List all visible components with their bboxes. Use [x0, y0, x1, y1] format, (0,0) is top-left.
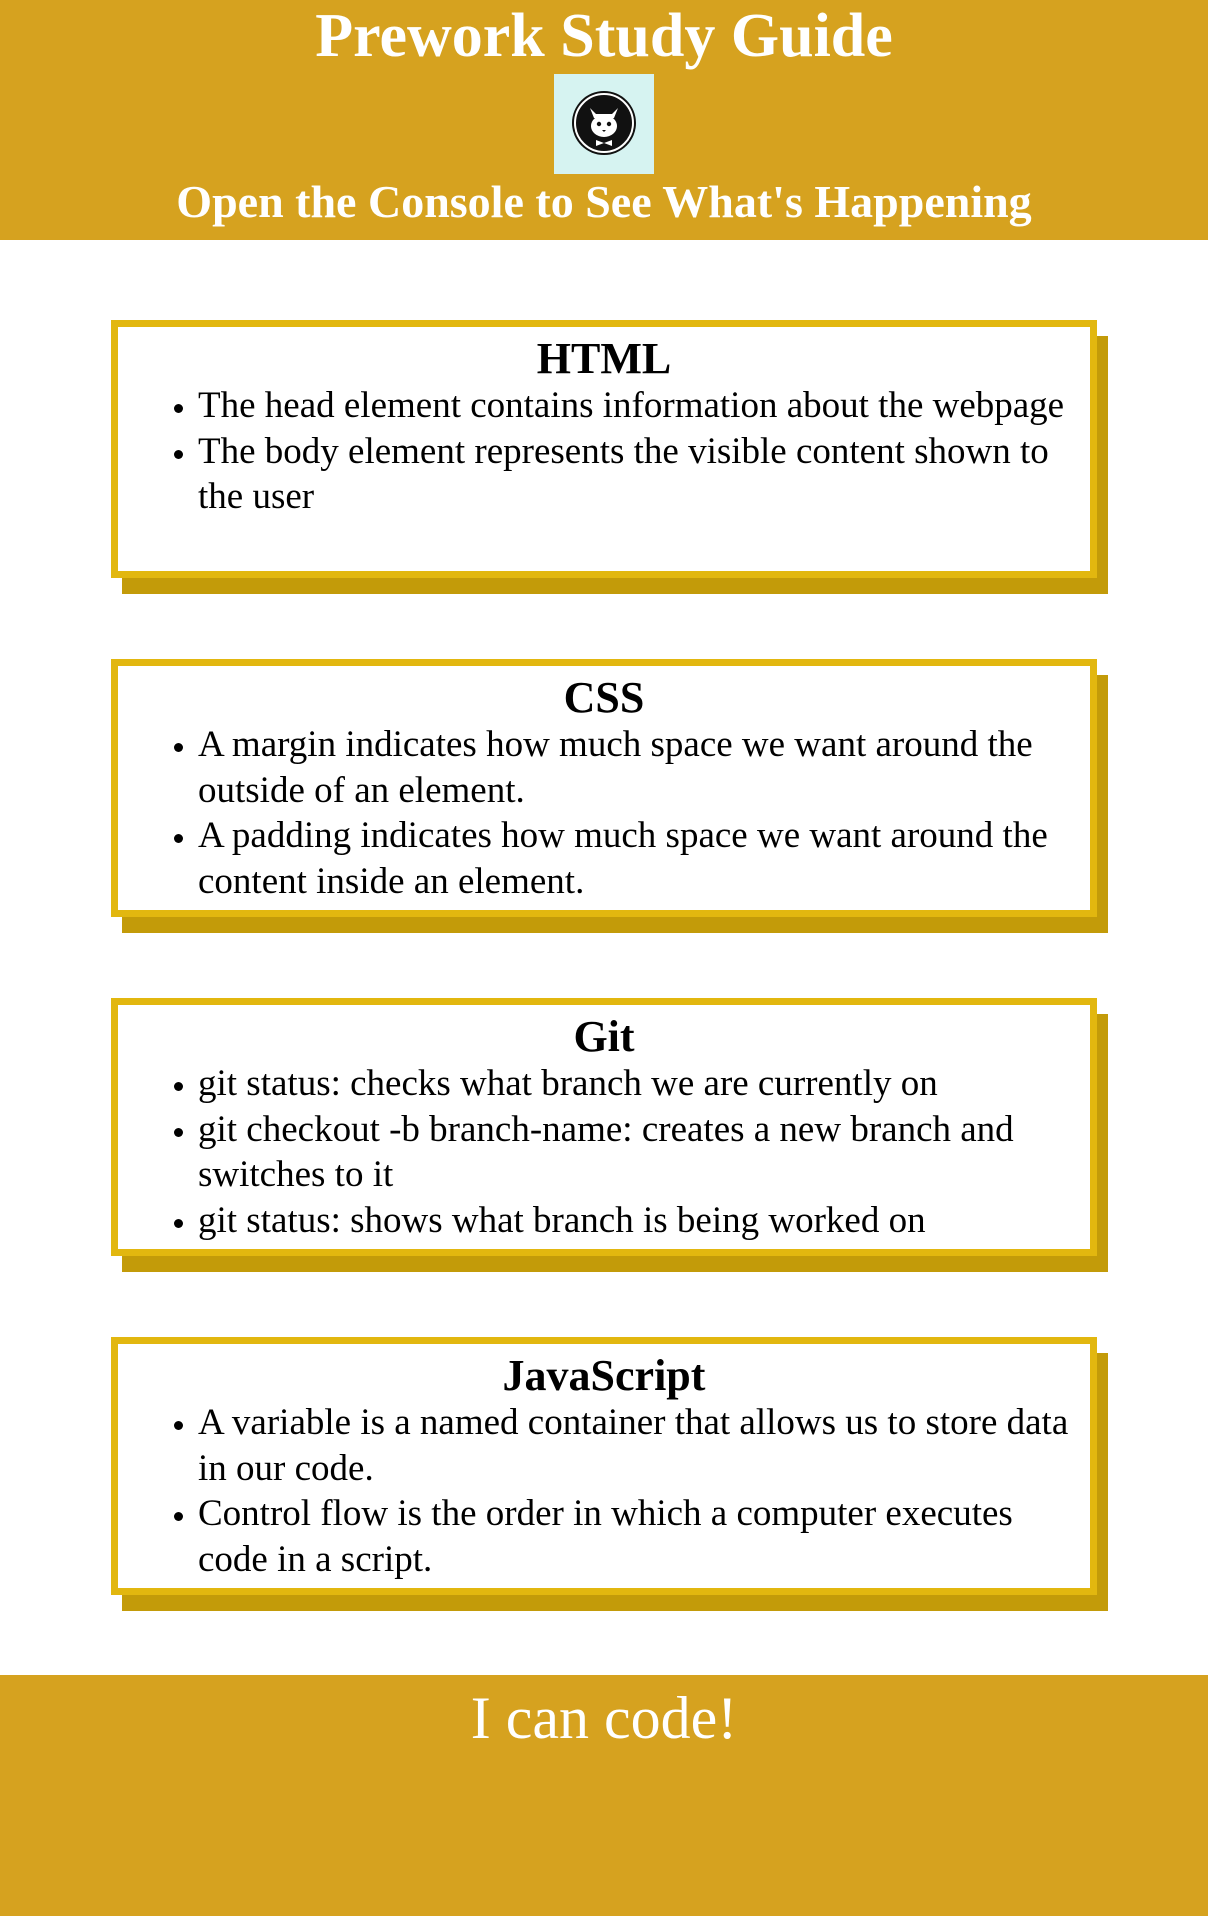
list-item: A margin indicates how much space we wan…	[198, 722, 1090, 813]
card-list: The head element contains information ab…	[118, 383, 1090, 520]
card-title: JavaScript	[502, 1351, 706, 1400]
logo	[554, 74, 654, 174]
card-git: Git git status: checks what branch we ar…	[111, 998, 1097, 1256]
card-css: CSS A margin indicates how much space we…	[111, 659, 1097, 917]
cat-icon	[572, 91, 636, 155]
list-item: git status: shows what branch is being w…	[198, 1198, 1090, 1244]
page-subtitle: Open the Console to See What's Happening	[176, 176, 1032, 227]
card-list: A variable is a named container that all…	[118, 1400, 1090, 1582]
page-title: Prework Study Guide	[315, 2, 893, 70]
list-item: A padding indicates how much space we wa…	[198, 813, 1090, 904]
site-header: Prework Study Guide Open the Console to …	[0, 0, 1208, 240]
footer-text: I can code!	[470, 1685, 738, 1751]
list-item: git checkout -b branch-name: creates a n…	[198, 1107, 1090, 1198]
list-item: A variable is a named container that all…	[198, 1400, 1090, 1491]
card-javascript: JavaScript A variable is a named contain…	[111, 1337, 1097, 1595]
card-title: Git	[573, 1012, 635, 1061]
site-footer: I can code!	[0, 1675, 1208, 1916]
card-title: CSS	[563, 673, 645, 722]
list-item: The head element contains information ab…	[198, 383, 1090, 429]
list-item: git status: checks what branch we are cu…	[198, 1061, 1090, 1107]
card-html: HTML The head element contains informati…	[111, 320, 1097, 578]
list-item: Control flow is the order in which a com…	[198, 1491, 1090, 1582]
list-item: The body element represents the visible …	[198, 429, 1090, 520]
card-title: HTML	[536, 334, 672, 383]
card-list: git status: checks what branch we are cu…	[118, 1061, 1090, 1243]
card-list: A margin indicates how much space we wan…	[118, 722, 1090, 904]
